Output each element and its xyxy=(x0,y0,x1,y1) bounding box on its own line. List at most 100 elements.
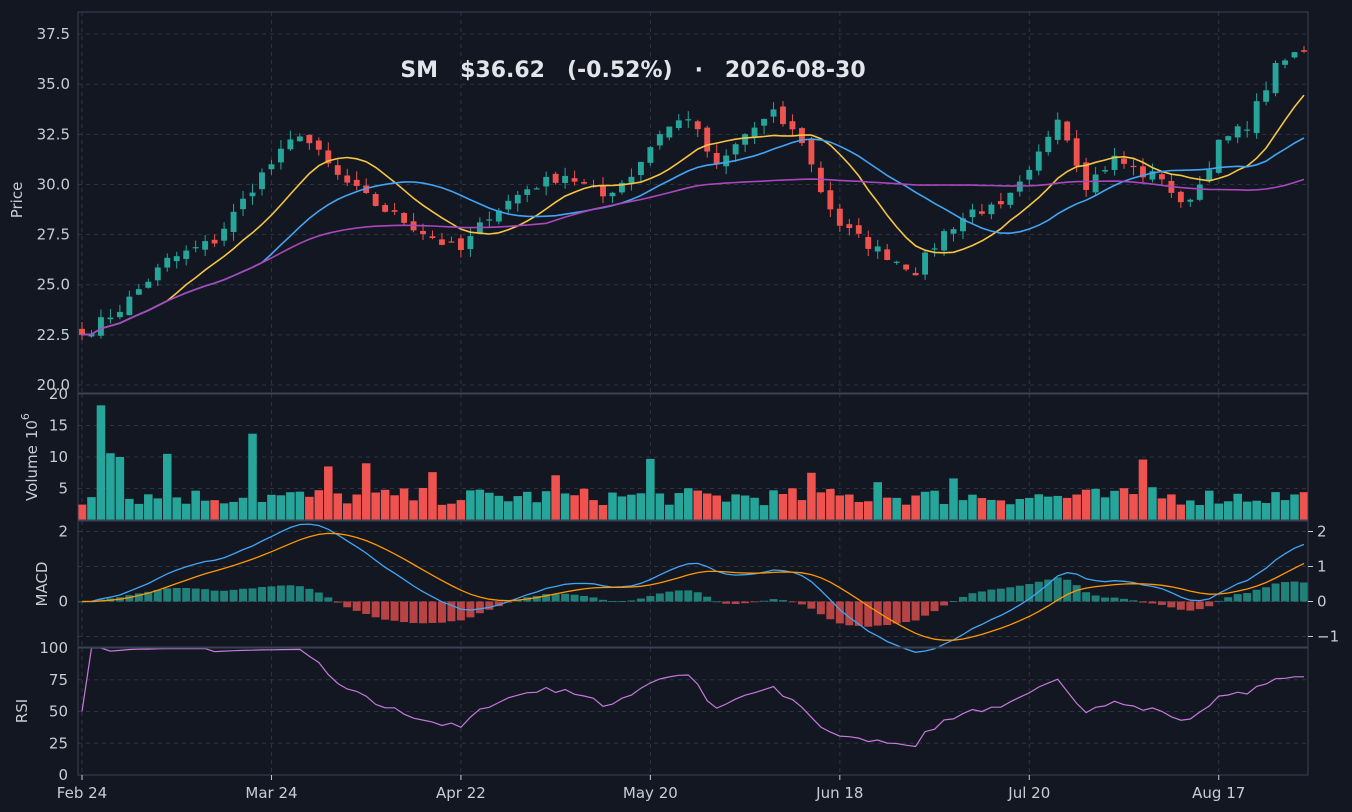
candle-body-51 xyxy=(562,175,569,183)
candle-body-12 xyxy=(192,247,199,249)
macd-hist-bar-107 xyxy=(1091,595,1100,602)
volume-bar-78 xyxy=(816,492,826,520)
candle-body-101 xyxy=(1035,151,1042,171)
macd-hist-bar-49 xyxy=(542,594,551,602)
macd-hist-bar-109 xyxy=(1110,597,1119,602)
candle-body-44 xyxy=(495,210,502,222)
volume-bar-124 xyxy=(1252,500,1261,520)
volume-bar-109 xyxy=(1110,490,1119,520)
candle-body-39 xyxy=(448,241,455,243)
panel-frames xyxy=(77,11,1309,776)
macd-hist-bar-19 xyxy=(258,587,266,602)
frame-macd xyxy=(77,520,1309,648)
candle-body-5 xyxy=(126,296,133,316)
macd-hist-bar-100 xyxy=(1025,584,1034,602)
macd-hist-bar-28 xyxy=(343,601,352,608)
volume-bar-108 xyxy=(1100,497,1110,520)
macd-hist-bar-44 xyxy=(494,601,503,607)
candle-body-82 xyxy=(855,225,862,234)
candle-body-65 xyxy=(694,121,701,130)
x-tick-4: Jun 18 xyxy=(815,784,863,802)
candle-body-125 xyxy=(1263,90,1270,102)
volume-bar-110 xyxy=(1119,488,1129,520)
candle-body-55 xyxy=(600,185,606,197)
candle-body-90 xyxy=(931,248,938,250)
candle-body-79 xyxy=(827,190,834,210)
macd-hist-bar-8 xyxy=(153,589,162,602)
macd-left-tick-0: 0 xyxy=(58,593,68,611)
volume-bar-14 xyxy=(210,500,219,520)
macd-hist-bar-51 xyxy=(561,593,570,602)
macd-hist-bar-75 xyxy=(788,601,797,603)
macd-hist-bar-70 xyxy=(741,601,750,604)
volume-bar-81 xyxy=(845,494,854,520)
title-ticker: SM xyxy=(400,58,438,83)
candle-body-103 xyxy=(1054,119,1061,140)
volume-bar-54 xyxy=(589,500,598,520)
candle-body-127 xyxy=(1282,60,1288,65)
macd-hist-bar-79 xyxy=(826,601,835,620)
volume-bar-26 xyxy=(324,466,333,520)
candle-body-124 xyxy=(1253,101,1260,134)
macd-hist-bar-69 xyxy=(731,601,740,605)
volume-tick-1: 10 xyxy=(49,448,68,466)
price-tick-6: 35.0 xyxy=(37,75,70,93)
macd-hist-bar-17 xyxy=(239,588,248,602)
candle-body-47 xyxy=(524,189,531,195)
macd-hist-bar-27 xyxy=(333,601,342,603)
volume-bar-51 xyxy=(560,493,570,520)
candle-body-89 xyxy=(922,252,929,275)
volume-bar-32 xyxy=(380,489,390,520)
macd-hist-bar-120 xyxy=(1214,600,1223,602)
volume-bar-27 xyxy=(333,493,343,520)
volume-bar-66 xyxy=(702,493,712,520)
macd-hist-bar-63 xyxy=(674,590,683,602)
candle-body-56 xyxy=(609,192,616,197)
candle-body-18 xyxy=(249,192,256,197)
candle-body-110 xyxy=(1121,158,1127,164)
candle-body-0 xyxy=(79,328,85,335)
candle-body-23 xyxy=(296,136,303,142)
volume-bar-88 xyxy=(911,495,920,520)
volume-tick-2: 15 xyxy=(49,417,68,435)
volume-bar-12 xyxy=(191,490,200,520)
volume-bar-9 xyxy=(162,453,172,520)
candle-body-86 xyxy=(893,261,900,263)
macd-hist-bar-32 xyxy=(381,601,390,620)
macd-hist-bar-89 xyxy=(921,601,930,616)
volume-bar-7 xyxy=(144,494,153,520)
candle-body-91 xyxy=(941,231,947,251)
candle-body-40 xyxy=(457,238,464,250)
volume-bar-69 xyxy=(731,494,740,520)
volume-bar-48 xyxy=(532,502,541,520)
volume-bar-75 xyxy=(788,488,797,520)
volume-bar-0 xyxy=(77,504,87,520)
volume-bar-6 xyxy=(134,503,144,520)
candle-body-87 xyxy=(903,264,910,270)
volume-bar-58 xyxy=(627,494,636,520)
macd-hist-bar-36 xyxy=(419,601,428,624)
macd-hist-bar-12 xyxy=(191,588,200,602)
macd-hist-bar-114 xyxy=(1157,601,1166,605)
volume-bar-19 xyxy=(257,501,267,520)
volume-bar-11 xyxy=(181,503,191,520)
volume-bar-64 xyxy=(684,488,693,520)
candle-body-25 xyxy=(315,140,322,150)
macd-hist-bar-43 xyxy=(485,601,494,610)
volume-bar-62 xyxy=(665,504,674,520)
volume-bar-16 xyxy=(229,501,238,520)
volume-bar-45 xyxy=(504,501,513,520)
candle-body-69 xyxy=(732,144,739,155)
volume-bar-59 xyxy=(636,493,646,520)
candle-body-34 xyxy=(401,212,408,223)
x-tick-2: Apr 22 xyxy=(436,784,486,802)
macd-hist-bar-118 xyxy=(1195,601,1204,610)
volume-bar-60 xyxy=(646,458,655,520)
chart-title: SM $36.62 (-0.52%) · 2026-08-30 xyxy=(400,58,865,83)
candle-body-49 xyxy=(543,176,550,187)
volume-bar-39 xyxy=(447,503,456,520)
volume-bar-116 xyxy=(1176,504,1186,520)
candle-body-85 xyxy=(884,249,891,260)
macd-hist-bar-37 xyxy=(428,601,437,623)
candle-body-27 xyxy=(334,165,341,175)
